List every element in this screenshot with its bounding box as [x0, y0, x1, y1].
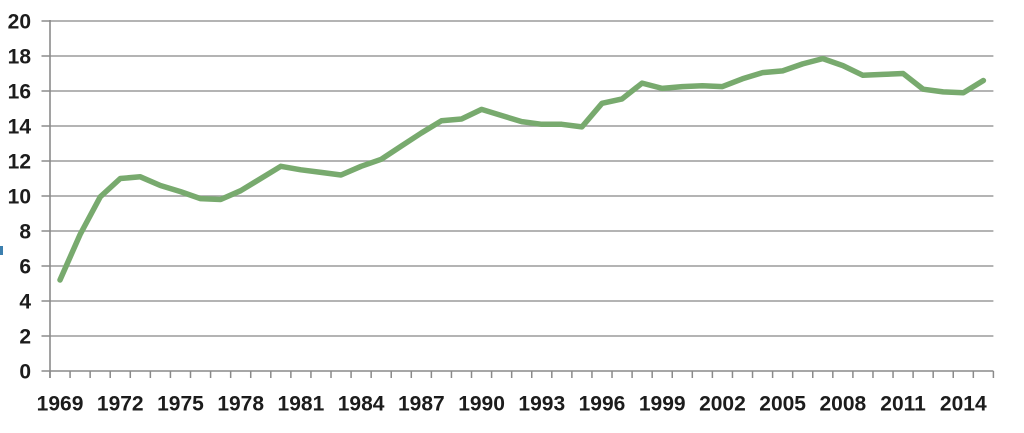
x-axis-label-2005: 2005: [759, 392, 806, 415]
x-axis-label-2011: 2011: [880, 392, 926, 415]
x-axis-label-1993: 1993: [518, 392, 565, 415]
y-axis-label-2: 2: [19, 325, 31, 348]
x-axis-label-1996: 1996: [579, 392, 626, 415]
x-axis-label-1969: 1969: [37, 392, 84, 415]
y-axis-label-0: 0: [19, 360, 31, 383]
x-axis-label-2008: 2008: [819, 392, 866, 415]
x-axis-label-2002: 2002: [699, 392, 746, 415]
y-axis-label-14: 14: [8, 115, 32, 138]
y-axis-label-18: 18: [8, 45, 32, 68]
x-axis-label-1975: 1975: [157, 392, 204, 415]
x-axis-label-1972: 1972: [97, 392, 144, 415]
y-axis-label-6: 6: [19, 255, 31, 278]
x-axis-label-1999: 1999: [639, 392, 686, 415]
y-axis-label-8: 8: [19, 220, 31, 243]
y-axis-label-20: 20: [8, 10, 31, 33]
x-axis-label-1984: 1984: [338, 392, 385, 415]
x-axis-label-1987: 1987: [398, 392, 445, 415]
y-axis-label-12: 12: [8, 150, 31, 173]
x-axis-label-1990: 1990: [458, 392, 505, 415]
trend-line-1: [57, 55, 987, 283]
x-axis-label-1978: 1978: [217, 392, 264, 415]
x-axis-label-2014: 2014: [940, 392, 987, 415]
x-axis-label-1981: 1981: [278, 392, 325, 415]
y-axis-label-16: 16: [8, 80, 31, 103]
y-axis-label-10: 10: [8, 185, 31, 208]
y-axis-title-fragment: [0, 246, 3, 255]
y-axis-label-4: 4: [19, 290, 31, 313]
